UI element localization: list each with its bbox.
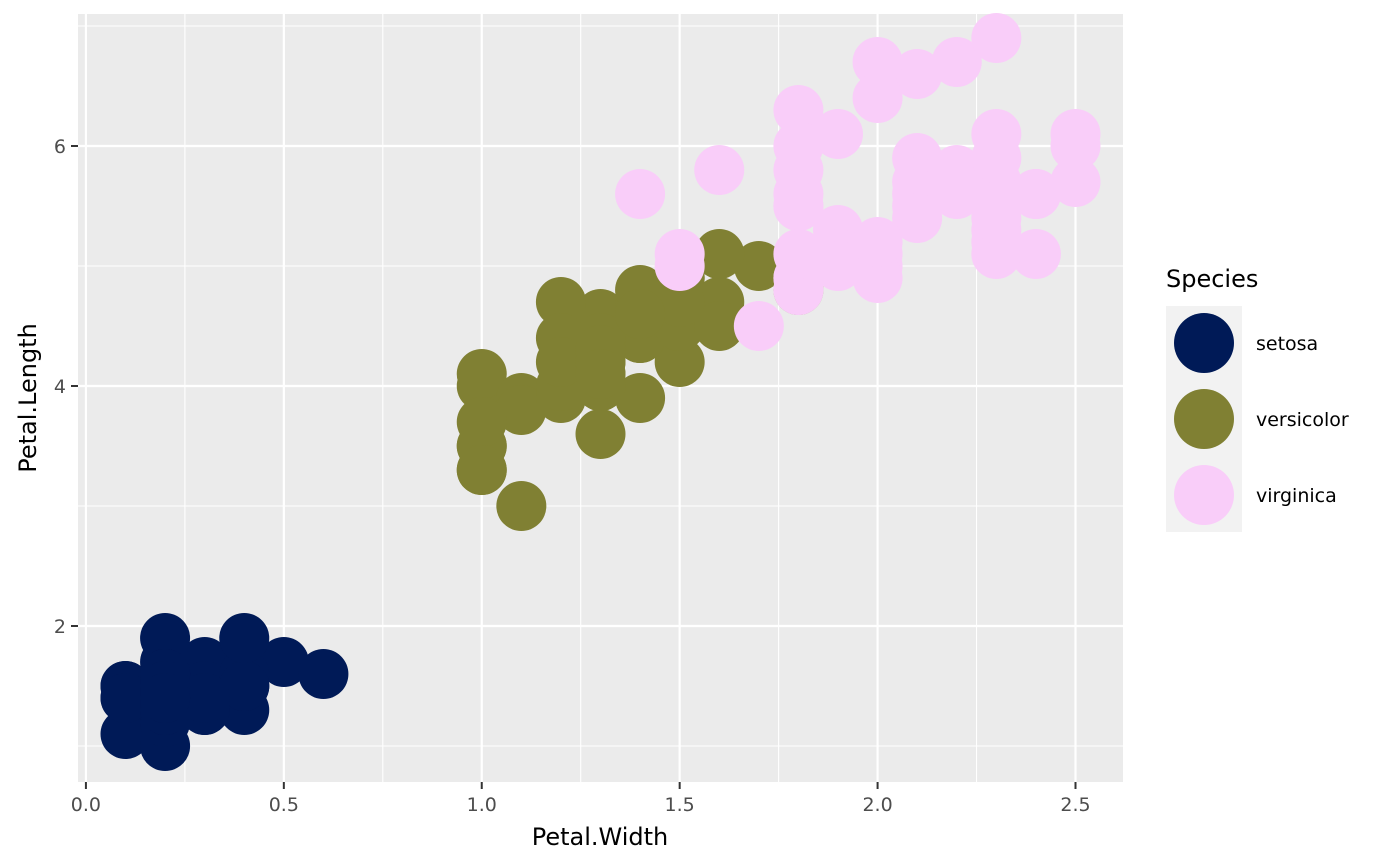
data-point (773, 85, 824, 135)
data-point (733, 241, 784, 291)
data-point (219, 613, 270, 663)
data-point (1010, 169, 1061, 219)
data-point (971, 133, 1022, 183)
data-point (456, 349, 507, 399)
data-point (615, 169, 666, 219)
data-point (892, 49, 943, 99)
y-tick-label: 2 (54, 616, 66, 638)
data-point (179, 673, 230, 723)
y-axis-title: Petal.Length (14, 323, 42, 473)
x-tick-label: 1.5 (665, 794, 695, 816)
data-point (733, 301, 784, 351)
legend-label-setosa: setosa (1256, 333, 1318, 355)
data-point (773, 121, 824, 171)
data-point (773, 265, 824, 315)
data-point (931, 169, 982, 219)
data-point (100, 709, 151, 759)
data-point (496, 385, 547, 435)
data-point (575, 349, 626, 399)
data-point (773, 229, 824, 279)
data-point (852, 217, 903, 267)
legend: Species setosa versicolor virginica (1166, 265, 1349, 532)
data-point (219, 661, 270, 711)
data-point (1050, 157, 1101, 207)
series-setosa (100, 613, 349, 771)
data-point (654, 337, 705, 387)
data-point (456, 445, 507, 495)
x-tick-label: 0.0 (71, 794, 101, 816)
x-tick-label: 2.5 (1060, 794, 1090, 816)
data-point (654, 277, 705, 327)
data-point (931, 37, 982, 87)
legend-label-virginica: virginica (1256, 485, 1337, 507)
data-point (852, 73, 903, 123)
data-point (140, 673, 191, 723)
y-axis: 2 4 6 (54, 136, 78, 638)
data-point (100, 673, 151, 723)
data-point (852, 37, 903, 87)
data-point (971, 13, 1022, 63)
legend-label-versicolor: versicolor (1256, 409, 1349, 431)
data-point (615, 289, 666, 339)
legend-title: Species (1166, 265, 1258, 293)
data-point (535, 277, 586, 327)
data-point (773, 181, 824, 231)
data-point (575, 409, 626, 459)
y-tick-label: 6 (54, 136, 66, 158)
data-points (100, 13, 1101, 771)
data-point (140, 613, 191, 663)
data-point (456, 397, 507, 447)
data-point (694, 229, 745, 279)
x-tick-label: 1.0 (467, 794, 497, 816)
x-tick-label: 0.5 (269, 794, 299, 816)
data-point (496, 481, 547, 531)
data-point (298, 649, 349, 699)
data-point (852, 253, 903, 303)
data-point (654, 229, 705, 279)
data-point (813, 109, 863, 159)
data-point (1050, 109, 1101, 159)
data-point (813, 241, 863, 291)
legend-key-virginica (1174, 465, 1234, 525)
data-point (694, 301, 745, 351)
data-point (971, 193, 1022, 243)
data-point (535, 337, 586, 387)
legend-key-versicolor (1174, 389, 1234, 449)
data-point (694, 145, 745, 195)
data-point (615, 373, 666, 423)
y-tick-label: 4 (54, 376, 66, 398)
x-axis: 0.0 0.5 1.0 1.5 2.0 2.5 (71, 782, 1091, 816)
data-point (258, 637, 309, 687)
data-point (1010, 229, 1061, 279)
x-axis-title: Petal.Width (532, 823, 669, 851)
data-point (892, 193, 943, 243)
legend-key-setosa (1174, 313, 1234, 373)
series-virginica (615, 13, 1101, 351)
x-tick-label: 2.0 (862, 794, 892, 816)
